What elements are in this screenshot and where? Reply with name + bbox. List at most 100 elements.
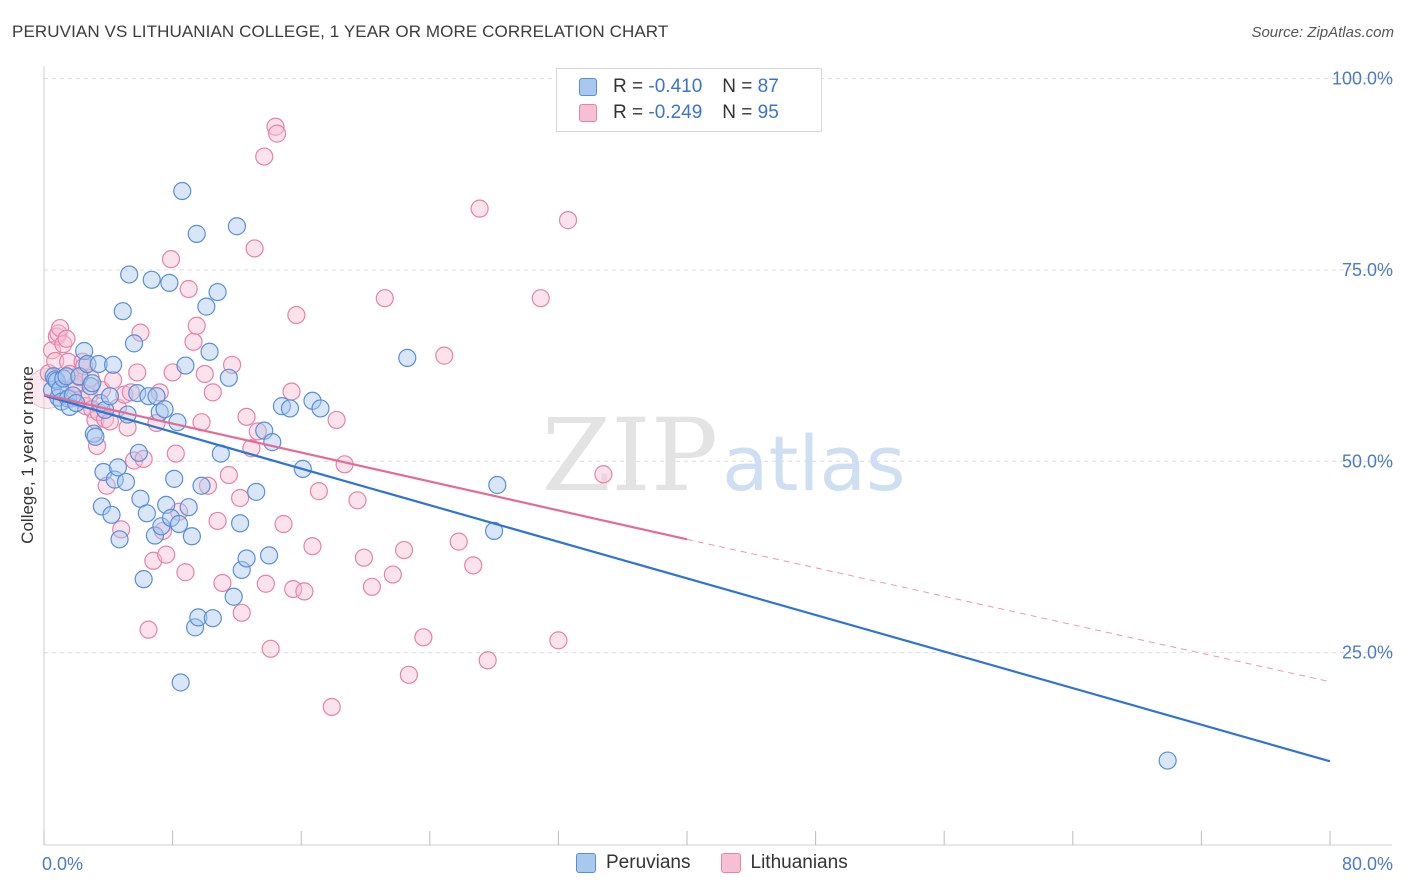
peruvian-point xyxy=(1158,751,1177,770)
lithuanian-point xyxy=(203,383,222,402)
y-tick-label: 100.0% xyxy=(1332,69,1393,89)
peruvian-point xyxy=(219,368,238,387)
lithuanian-point xyxy=(245,239,264,258)
peruvian-point xyxy=(142,270,161,289)
lithuanian-points xyxy=(26,117,613,717)
peruvian-point xyxy=(398,348,417,368)
lithuanian-point xyxy=(195,364,214,384)
r-value: -0.410 xyxy=(648,76,703,97)
peruvian-point xyxy=(100,387,120,406)
peruvian-point xyxy=(488,475,507,495)
lithuanian-point xyxy=(104,371,123,390)
peruvian-point xyxy=(155,400,174,419)
lithuanian-point xyxy=(46,351,65,371)
legend-item-peruvians[interactable]: Peruvians xyxy=(576,852,691,874)
lithuanian-point xyxy=(470,199,489,218)
peruvian-point xyxy=(129,443,148,462)
peruvian-swatch xyxy=(579,78,597,96)
peruvian-point xyxy=(232,560,251,580)
lithuanian-point xyxy=(134,449,153,469)
source-label: Source: ZipAtlas.com xyxy=(1251,24,1394,41)
lithuanian-point xyxy=(54,335,73,354)
peruvian-point xyxy=(116,472,136,492)
legend-item-lithuanians[interactable]: Lithuanians xyxy=(720,852,848,874)
n-value: 95 xyxy=(757,102,779,123)
y-tick-labels: 25.0% 50.0% 75.0% 100.0% xyxy=(1332,69,1393,663)
peruvian-point xyxy=(176,356,195,375)
peruvian-point xyxy=(102,505,121,524)
lithuanian-point xyxy=(128,363,147,382)
peruvian-point xyxy=(197,297,216,316)
lithuanian-legend-swatch xyxy=(720,853,741,873)
lithuanian-trend-line xyxy=(43,393,688,541)
peruvian-point xyxy=(224,587,243,606)
peruvian-point xyxy=(280,399,300,418)
lithuanian-point xyxy=(399,665,419,684)
peruvian-point xyxy=(54,369,73,388)
y-tick-label: 50.0% xyxy=(1342,451,1393,471)
axes xyxy=(43,66,1392,846)
peruvian-point xyxy=(81,377,100,396)
lithuanian-swatch xyxy=(579,104,597,122)
lithuanian-point xyxy=(184,332,203,351)
peruvian-point xyxy=(189,608,208,627)
peruvian-point xyxy=(86,427,105,446)
peruvian-point xyxy=(124,334,144,353)
lithuanian-point xyxy=(198,476,218,495)
lithuanian-point xyxy=(383,565,402,584)
peruvian-point xyxy=(186,618,205,637)
lithuanian-point xyxy=(176,563,195,582)
peruvian-point xyxy=(128,384,147,403)
peruvian-point xyxy=(203,609,222,628)
lithuanian-point xyxy=(464,556,483,575)
lithuanian-point xyxy=(100,412,120,431)
lithuanian-point xyxy=(131,323,150,342)
peruvian-point xyxy=(171,673,190,692)
lithuanian-point xyxy=(375,289,394,308)
lithuanian-point xyxy=(449,532,468,551)
lithuanian-point xyxy=(274,514,293,534)
lithuanian-point xyxy=(549,631,568,650)
watermark-atlas: atlas xyxy=(722,419,906,508)
x-tick-max: 80.0% xyxy=(1342,854,1393,874)
peruvian-point xyxy=(179,498,198,517)
lithuanian-point xyxy=(303,537,322,556)
peruvian-point xyxy=(84,424,103,443)
peruvian-legend-swatch xyxy=(576,853,596,873)
r-label: R = xyxy=(613,102,644,123)
peruvian-point xyxy=(311,399,330,418)
lithuanian-point xyxy=(57,329,76,348)
peruvian-point xyxy=(89,354,108,374)
r-label: R = xyxy=(613,76,644,97)
lithuanian-point xyxy=(287,305,306,325)
lithuanian-point xyxy=(284,579,303,599)
peruvian-point xyxy=(187,224,206,243)
peruvian-point xyxy=(247,482,266,501)
lithuanian-point xyxy=(394,540,414,560)
y-axis-label: College, 1 year or more xyxy=(18,366,37,544)
grid-lines xyxy=(44,78,1392,654)
lithuanian-point xyxy=(322,697,341,717)
lithuanian-point xyxy=(255,147,274,166)
correlation-legend: R = -0.410 N = 87 R = -0.249 N = 95 xyxy=(556,68,822,132)
peruvian-point xyxy=(169,514,189,534)
lithuanian-point xyxy=(219,465,238,485)
lithuanian-point xyxy=(531,289,550,308)
lithuanian-point xyxy=(187,316,206,335)
peruvian-point xyxy=(134,570,153,589)
peruvian-point xyxy=(104,355,123,374)
lithuanian-point xyxy=(256,574,275,593)
peruvian-point xyxy=(227,217,246,236)
lithuanian-point xyxy=(213,573,232,593)
peruvian-point xyxy=(113,302,132,321)
r-value: -0.249 xyxy=(648,102,703,123)
lithuanian-point xyxy=(435,346,454,365)
y-tick-label: 75.0% xyxy=(1342,260,1393,280)
peruvian-point xyxy=(173,181,192,201)
lithuanian-point xyxy=(161,250,181,269)
legend-row-peruvians: R = -0.410 N = 87 xyxy=(579,74,779,100)
peruvian-point xyxy=(145,526,165,545)
lithuanian-point xyxy=(414,628,433,647)
lithuanian-point xyxy=(348,491,367,510)
